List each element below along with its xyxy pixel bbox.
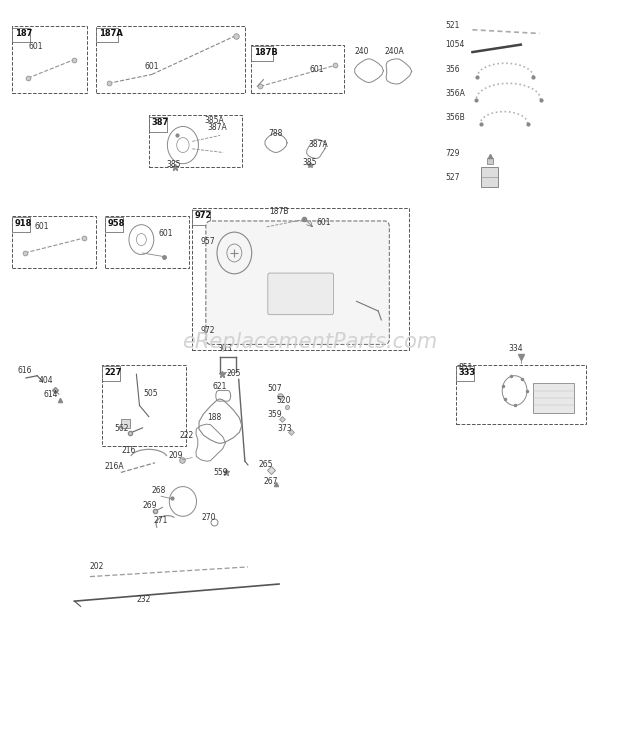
Text: 387A: 387A <box>308 140 328 149</box>
Text: 303: 303 <box>217 344 232 353</box>
Text: 205: 205 <box>226 369 241 378</box>
Text: 601: 601 <box>310 65 324 74</box>
Text: 356: 356 <box>445 65 460 74</box>
Text: 601: 601 <box>144 62 159 71</box>
Text: 270: 270 <box>202 513 216 522</box>
Bar <box>481 167 498 187</box>
Text: 385: 385 <box>302 158 316 167</box>
Text: 614: 614 <box>43 390 58 399</box>
Bar <box>96 26 245 93</box>
Text: 187: 187 <box>15 29 32 38</box>
Text: 404: 404 <box>38 376 53 385</box>
Text: 356A: 356A <box>445 89 465 98</box>
Text: 240: 240 <box>355 47 369 56</box>
Text: 240A: 240A <box>384 47 404 56</box>
Bar <box>12 26 87 93</box>
Bar <box>149 117 167 132</box>
Text: 387A: 387A <box>208 124 228 132</box>
Text: 387: 387 <box>151 118 169 127</box>
Text: 562: 562 <box>115 424 129 433</box>
Text: eReplacementParts.com: eReplacementParts.com <box>182 333 438 352</box>
Text: 187A: 187A <box>99 29 123 38</box>
Bar <box>121 419 130 428</box>
Text: 227: 227 <box>105 368 122 376</box>
Text: 958: 958 <box>108 219 125 228</box>
FancyBboxPatch shape <box>206 221 389 344</box>
Text: 269: 269 <box>143 501 157 510</box>
Text: 1054: 1054 <box>445 40 464 49</box>
Text: 359: 359 <box>268 410 283 419</box>
Bar <box>96 28 118 42</box>
Text: 972: 972 <box>195 211 212 220</box>
Text: 334: 334 <box>508 344 523 353</box>
Text: 267: 267 <box>264 477 278 486</box>
Bar <box>102 366 120 381</box>
Text: 616: 616 <box>17 366 32 375</box>
Text: 957: 957 <box>200 237 215 246</box>
Text: 918: 918 <box>15 219 32 228</box>
Bar <box>12 217 30 232</box>
Text: 521: 521 <box>445 21 459 30</box>
Bar <box>456 365 586 424</box>
Text: 268: 268 <box>152 486 166 495</box>
Text: 385A: 385A <box>205 116 224 125</box>
Text: 216: 216 <box>122 446 136 455</box>
Bar <box>456 366 474 381</box>
Bar <box>102 365 186 446</box>
Bar <box>251 46 273 61</box>
FancyBboxPatch shape <box>268 273 334 315</box>
Text: 601: 601 <box>158 229 172 238</box>
Text: 271: 271 <box>154 516 168 525</box>
Bar <box>12 28 30 42</box>
Text: 621: 621 <box>213 382 227 391</box>
Bar <box>192 208 409 350</box>
Text: 188: 188 <box>208 413 222 422</box>
Text: 788: 788 <box>268 129 282 138</box>
Text: 222: 222 <box>180 432 194 440</box>
Text: 209: 209 <box>169 451 183 460</box>
Text: 216A: 216A <box>104 462 124 471</box>
Bar <box>251 45 344 93</box>
Text: 507: 507 <box>268 384 283 393</box>
Bar <box>105 216 189 268</box>
Text: 559: 559 <box>213 468 228 477</box>
Text: 356B: 356B <box>445 113 465 122</box>
Text: 601: 601 <box>29 42 43 51</box>
Text: 333: 333 <box>458 368 476 376</box>
Text: 202: 202 <box>90 562 104 571</box>
Text: 385: 385 <box>166 160 180 169</box>
Text: 520: 520 <box>276 397 290 405</box>
Bar <box>12 216 96 268</box>
Text: 505: 505 <box>144 389 159 398</box>
Text: 265: 265 <box>259 460 273 469</box>
Text: 851: 851 <box>459 363 473 372</box>
Bar <box>533 383 574 413</box>
Text: 601: 601 <box>316 218 330 227</box>
Bar <box>192 210 210 225</box>
Bar <box>149 115 242 167</box>
Text: 373: 373 <box>277 424 292 433</box>
Text: 729: 729 <box>445 150 459 158</box>
Bar <box>105 217 123 232</box>
Text: 187B: 187B <box>254 48 277 57</box>
Text: 232: 232 <box>136 595 151 604</box>
Text: 187B: 187B <box>270 207 289 216</box>
Text: 972: 972 <box>200 326 215 335</box>
Text: 601: 601 <box>34 222 48 231</box>
Text: 527: 527 <box>445 173 459 182</box>
